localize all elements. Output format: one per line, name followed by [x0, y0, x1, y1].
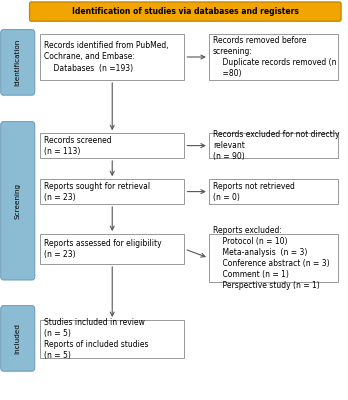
Text: Studies included in review
(n = 5)
Reports of included studies
(n = 5): Studies included in review (n = 5) Repor…	[44, 318, 149, 360]
FancyBboxPatch shape	[40, 234, 184, 264]
Text: Included: Included	[15, 323, 21, 354]
Text: Screening: Screening	[15, 183, 21, 219]
Text: Identification: Identification	[15, 39, 21, 86]
Text: Records screened
(n = 113): Records screened (n = 113)	[44, 136, 112, 156]
FancyBboxPatch shape	[30, 2, 341, 21]
FancyBboxPatch shape	[209, 234, 338, 282]
FancyBboxPatch shape	[209, 34, 338, 80]
Text: Records removed before
screening:
    Duplicate records removed (n
    =80): Records removed before screening: Duplic…	[213, 36, 337, 78]
FancyBboxPatch shape	[1, 306, 35, 371]
Text: Reports not retrieved
(n = 0): Reports not retrieved (n = 0)	[213, 182, 295, 202]
FancyBboxPatch shape	[1, 122, 35, 280]
FancyBboxPatch shape	[209, 133, 338, 158]
Text: Reports assessed for eligibility
(n = 23): Reports assessed for eligibility (n = 23…	[44, 239, 162, 259]
FancyBboxPatch shape	[209, 179, 338, 204]
Text: Reports sought for retrieval
(n = 23): Reports sought for retrieval (n = 23)	[44, 182, 150, 202]
FancyBboxPatch shape	[40, 34, 184, 80]
Text: Reports excluded:
    Protocol (n = 10)
    Meta-analysis  (n = 3)
    Conferenc: Reports excluded: Protocol (n = 10) Meta…	[213, 226, 330, 290]
FancyBboxPatch shape	[40, 133, 184, 158]
Text: Records excluded for not directly
relevant
(n = 90): Records excluded for not directly releva…	[213, 130, 340, 161]
Text: Identification of studies via databases and registers: Identification of studies via databases …	[72, 7, 299, 16]
Text: Records identified from PubMed,
Cochrane, and Embase:
    Databases  (n =193): Records identified from PubMed, Cochrane…	[44, 41, 169, 73]
FancyBboxPatch shape	[40, 320, 184, 358]
FancyBboxPatch shape	[40, 179, 184, 204]
FancyBboxPatch shape	[1, 30, 35, 95]
